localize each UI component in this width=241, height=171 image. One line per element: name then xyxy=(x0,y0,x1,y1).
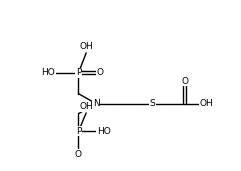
Text: O: O xyxy=(75,150,82,159)
Text: P: P xyxy=(76,68,81,77)
Text: S: S xyxy=(149,99,155,108)
Text: O: O xyxy=(181,77,188,86)
Text: OH: OH xyxy=(79,102,93,111)
Text: P: P xyxy=(76,127,81,136)
Text: OH: OH xyxy=(199,99,213,108)
Text: OH: OH xyxy=(79,42,93,51)
Text: HO: HO xyxy=(42,68,55,77)
Text: O: O xyxy=(97,68,104,77)
Text: HO: HO xyxy=(97,127,111,136)
Text: N: N xyxy=(93,99,100,108)
